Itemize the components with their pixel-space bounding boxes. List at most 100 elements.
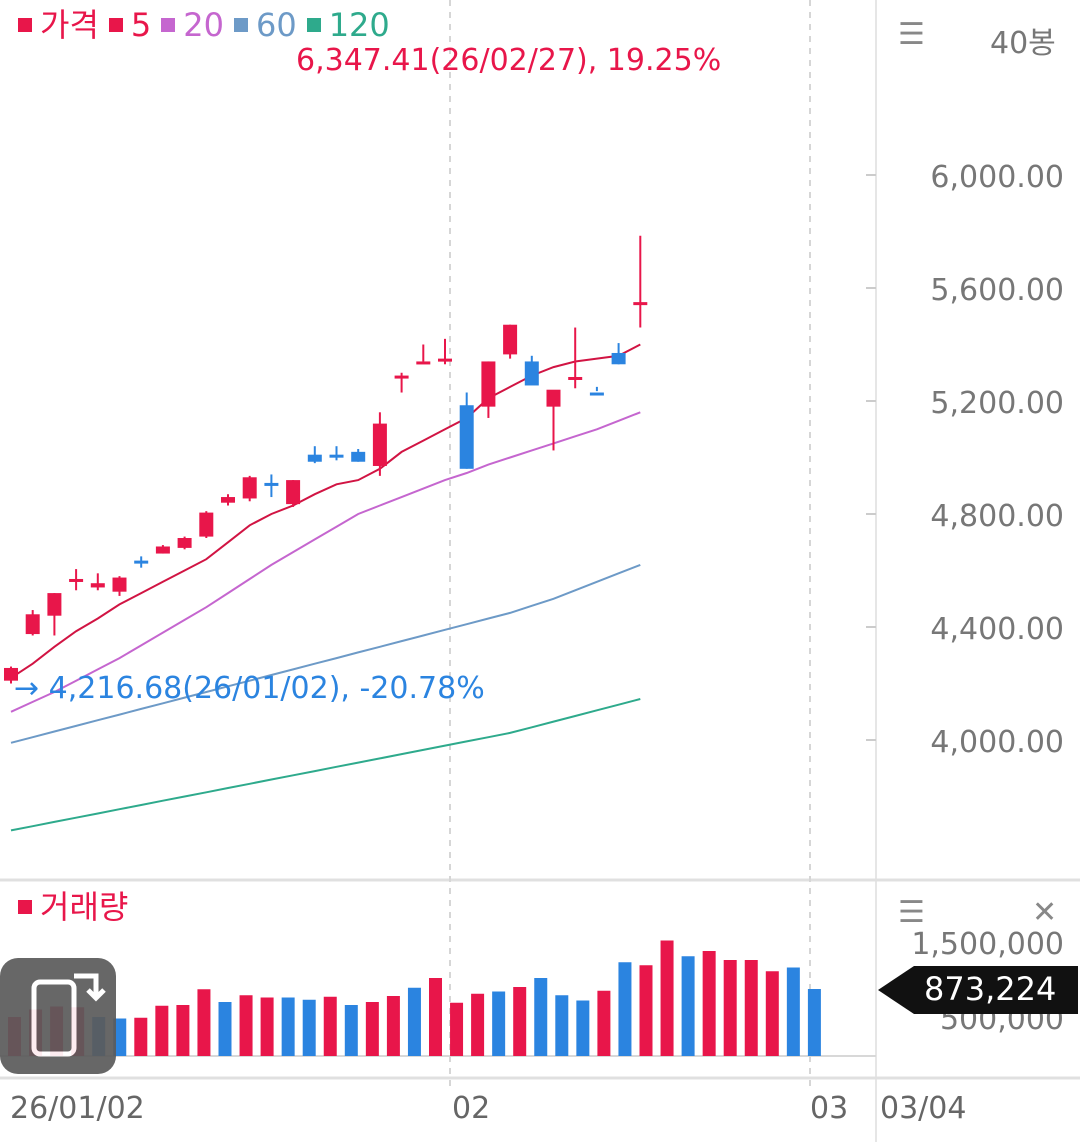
- volume-bar: [323, 996, 337, 1056]
- x-tick-label: 02: [452, 1091, 490, 1126]
- volume-bar: [660, 940, 674, 1056]
- volume-bar: [450, 1002, 464, 1056]
- candle-body: [112, 577, 127, 592]
- candle-body: [394, 375, 409, 379]
- legend-item-ma5: 5: [105, 6, 151, 44]
- volume-bar: [807, 989, 821, 1056]
- volume-bar: [365, 1002, 379, 1056]
- volume-bar: [639, 965, 653, 1056]
- volume-bar: [786, 967, 800, 1056]
- candle-body: [481, 361, 496, 407]
- volume-bar: [744, 960, 758, 1056]
- volume-bar: [723, 960, 737, 1056]
- ma-line-60: [10, 563, 641, 744]
- candle-body: [546, 389, 561, 407]
- high-annotation: 6,347.41(26/02/27), 19.25%: [296, 43, 721, 78]
- x-tick-label: 03/04: [880, 1091, 966, 1126]
- candle-body: [242, 477, 257, 499]
- volume-bar: [155, 1005, 169, 1056]
- menu-icon[interactable]: ☰: [898, 17, 925, 52]
- candle-body: [438, 358, 452, 362]
- volume-bar: [176, 1005, 190, 1056]
- candle-body: [221, 497, 235, 503]
- candle-body: [155, 546, 170, 554]
- volume-bar: [681, 956, 695, 1056]
- ma-line-5: [10, 343, 641, 679]
- y-tick-label: 4,400.00: [930, 612, 1064, 647]
- candle-body: [286, 480, 301, 505]
- low-annotation: → 4,216.68(26/01/02), -20.78%: [14, 671, 485, 706]
- candle-body: [47, 593, 62, 616]
- volume-bar: [113, 1018, 127, 1056]
- volume-bar: [513, 987, 527, 1056]
- candle-body: [90, 583, 105, 588]
- volume-tick-label: 1,500,000: [911, 927, 1064, 962]
- close-icon[interactable]: ✕: [1032, 895, 1058, 930]
- candle-body: [589, 392, 604, 396]
- x-tick-label: 03: [810, 1091, 848, 1126]
- candle-body: [69, 578, 84, 582]
- candle-body: [25, 614, 40, 635]
- candle-body: [416, 361, 431, 365]
- volume-bar: [492, 991, 506, 1056]
- candle-body: [459, 405, 474, 469]
- volume-bar: [134, 1017, 148, 1056]
- y-tick-label: 5,200.00: [930, 386, 1064, 421]
- volume-bar: [260, 997, 274, 1056]
- candle-body: [4, 667, 18, 681]
- legend-item-ma120: 120: [303, 6, 390, 44]
- price-legend: 가격 5 20 60 120: [14, 6, 396, 44]
- candle-body: [329, 454, 344, 458]
- candle-body: [372, 423, 387, 466]
- rotate-screen-icon: [31, 973, 106, 1057]
- legend-item-ma20: 20: [157, 6, 224, 44]
- rotate-screen-button[interactable]: [0, 958, 116, 1074]
- legend-swatch: [18, 18, 32, 32]
- candle-body: [611, 352, 626, 365]
- volume-legend: 거래량: [14, 888, 128, 926]
- y-tick-label: 5,600.00: [930, 273, 1064, 308]
- volume-bar: [407, 987, 421, 1056]
- candle-body: [264, 482, 279, 486]
- volume-bar: [218, 1002, 232, 1056]
- period-label[interactable]: 40봉: [990, 26, 1056, 61]
- legend-item-ma60: 60: [230, 6, 297, 44]
- volume-bar: [702, 951, 716, 1056]
- x-tick-label: 26/01/02: [10, 1091, 145, 1126]
- candle-body: [524, 361, 539, 386]
- y-tick-label: 4,000.00: [930, 725, 1064, 760]
- current-volume-badge: 873,224: [878, 966, 1078, 1014]
- candle-body: [351, 451, 366, 462]
- candle-body: [633, 302, 648, 306]
- volume-bar: [765, 971, 779, 1056]
- volume-bar: [302, 999, 316, 1056]
- volume-bar: [429, 978, 442, 1056]
- legend-item-price: 가격: [14, 6, 99, 44]
- legend-swatch: [18, 900, 32, 914]
- volume-bar: [534, 978, 548, 1056]
- candle-body: [568, 376, 583, 380]
- volume-bar: [197, 989, 211, 1056]
- volume-bar: [239, 995, 253, 1056]
- ma-line-120: [10, 698, 641, 832]
- volume-bar: [344, 1005, 358, 1056]
- legend-swatch: [161, 18, 176, 32]
- current-volume-value: 873,224: [924, 970, 1057, 1008]
- y-tick-label: 6,000.00: [930, 160, 1064, 195]
- ma-line-20: [10, 411, 641, 713]
- volume-bar: [281, 997, 295, 1056]
- candle-body: [503, 324, 518, 355]
- volume-bar: [618, 962, 632, 1056]
- legend-swatch: [306, 18, 321, 32]
- volume-bar: [555, 995, 569, 1056]
- badge-shape: [878, 966, 1078, 1014]
- candle-body: [307, 454, 322, 462]
- candle-body: [199, 512, 214, 537]
- menu-icon[interactable]: ☰: [898, 895, 925, 930]
- volume-bar: [386, 996, 400, 1056]
- volume-bar: [471, 993, 485, 1056]
- candle-body: [134, 560, 149, 564]
- legend-swatch: [108, 18, 123, 32]
- legend-swatch: [233, 18, 248, 32]
- volume-bar: [576, 1000, 590, 1056]
